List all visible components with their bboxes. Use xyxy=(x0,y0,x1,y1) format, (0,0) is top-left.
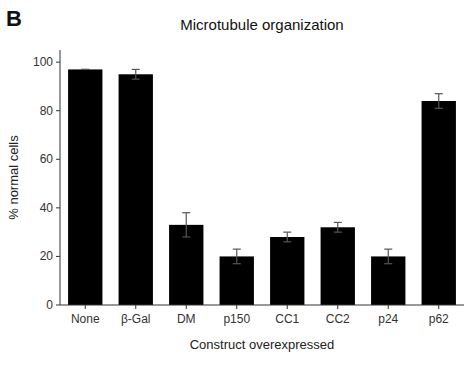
y-tick xyxy=(56,305,60,306)
bar xyxy=(371,256,405,305)
error-bar xyxy=(81,69,89,70)
x-tick xyxy=(388,305,389,309)
x-tick-label: p150 xyxy=(223,312,250,326)
y-axis-label: % normal cells xyxy=(6,135,21,220)
x-tick xyxy=(236,305,237,309)
bar xyxy=(169,225,203,305)
error-cap xyxy=(81,69,89,70)
error-bar xyxy=(132,69,140,79)
error-cap xyxy=(182,212,190,213)
bar xyxy=(321,227,355,305)
x-tick xyxy=(337,305,338,309)
error-cap xyxy=(233,249,241,250)
error-bar xyxy=(233,249,241,264)
x-axis-label: Construct overexpressed xyxy=(190,337,335,352)
y-axis-line xyxy=(60,50,61,305)
error-bar xyxy=(182,213,190,237)
error-line xyxy=(337,222,338,232)
y-tick-label: 0 xyxy=(46,298,53,312)
error-cap xyxy=(233,263,241,264)
y-tick xyxy=(56,110,60,111)
x-tick-label: DM xyxy=(177,312,196,326)
x-tick-label: p24 xyxy=(378,312,398,326)
y-tick-label: 40 xyxy=(40,201,54,215)
y-tick xyxy=(56,159,60,160)
error-cap xyxy=(435,108,443,109)
y-tick xyxy=(56,62,60,63)
x-tick-label: None xyxy=(71,312,100,326)
error-bar xyxy=(334,222,342,232)
x-tick-label: p62 xyxy=(429,312,449,326)
error-line xyxy=(236,249,237,264)
x-tick-label: β-Gal xyxy=(121,312,151,326)
error-cap xyxy=(334,222,342,223)
error-line xyxy=(438,94,439,109)
x-axis-line xyxy=(60,305,464,306)
y-tick xyxy=(56,207,60,208)
error-cap xyxy=(384,249,392,250)
error-cap xyxy=(132,69,140,70)
x-tick xyxy=(438,305,439,309)
x-tick-label: CC2 xyxy=(326,312,350,326)
error-line xyxy=(287,232,288,242)
y-tick xyxy=(56,256,60,257)
error-cap xyxy=(283,241,291,242)
bar xyxy=(422,101,456,305)
chart: 0 20 40 60 80 100 None β-Gal DM p150 CC1 CC2 p24 p62 C… xyxy=(0,0,474,379)
error-line xyxy=(186,213,187,237)
axes: 0 20 40 60 80 100 None β-Gal DM p150 CC1 CC2 p24 p62 xyxy=(33,50,464,326)
x-tick xyxy=(85,305,86,309)
error-cap xyxy=(283,232,291,233)
error-line xyxy=(388,249,389,264)
title: Microtubule organization xyxy=(180,16,343,33)
x-tick xyxy=(135,305,136,309)
error-line xyxy=(135,69,136,79)
error-cap xyxy=(182,236,190,237)
chart-container: 0 20 40 60 80 100 None β-Gal DM p150 CC1 CC2 p24 p62 C… xyxy=(0,0,474,379)
bar xyxy=(68,69,102,305)
error-cap xyxy=(334,232,342,233)
error-bar xyxy=(384,249,392,264)
bars xyxy=(68,69,456,305)
error-cap xyxy=(384,263,392,264)
error-bar xyxy=(435,94,443,109)
y-tick-label: 60 xyxy=(40,152,54,166)
x-tick-label: CC1 xyxy=(275,312,299,326)
x-tick xyxy=(287,305,288,309)
y-tick-label: 80 xyxy=(40,104,54,118)
error-bar xyxy=(283,232,291,242)
error-cap xyxy=(81,69,89,70)
error-cap xyxy=(435,93,443,94)
bar xyxy=(119,74,153,305)
x-tick xyxy=(186,305,187,309)
panel-label: B xyxy=(6,6,22,31)
y-tick-label: 20 xyxy=(40,249,54,263)
bar xyxy=(220,256,254,305)
bar xyxy=(270,237,304,305)
error-cap xyxy=(132,79,140,80)
y-tick-label: 100 xyxy=(33,55,53,69)
